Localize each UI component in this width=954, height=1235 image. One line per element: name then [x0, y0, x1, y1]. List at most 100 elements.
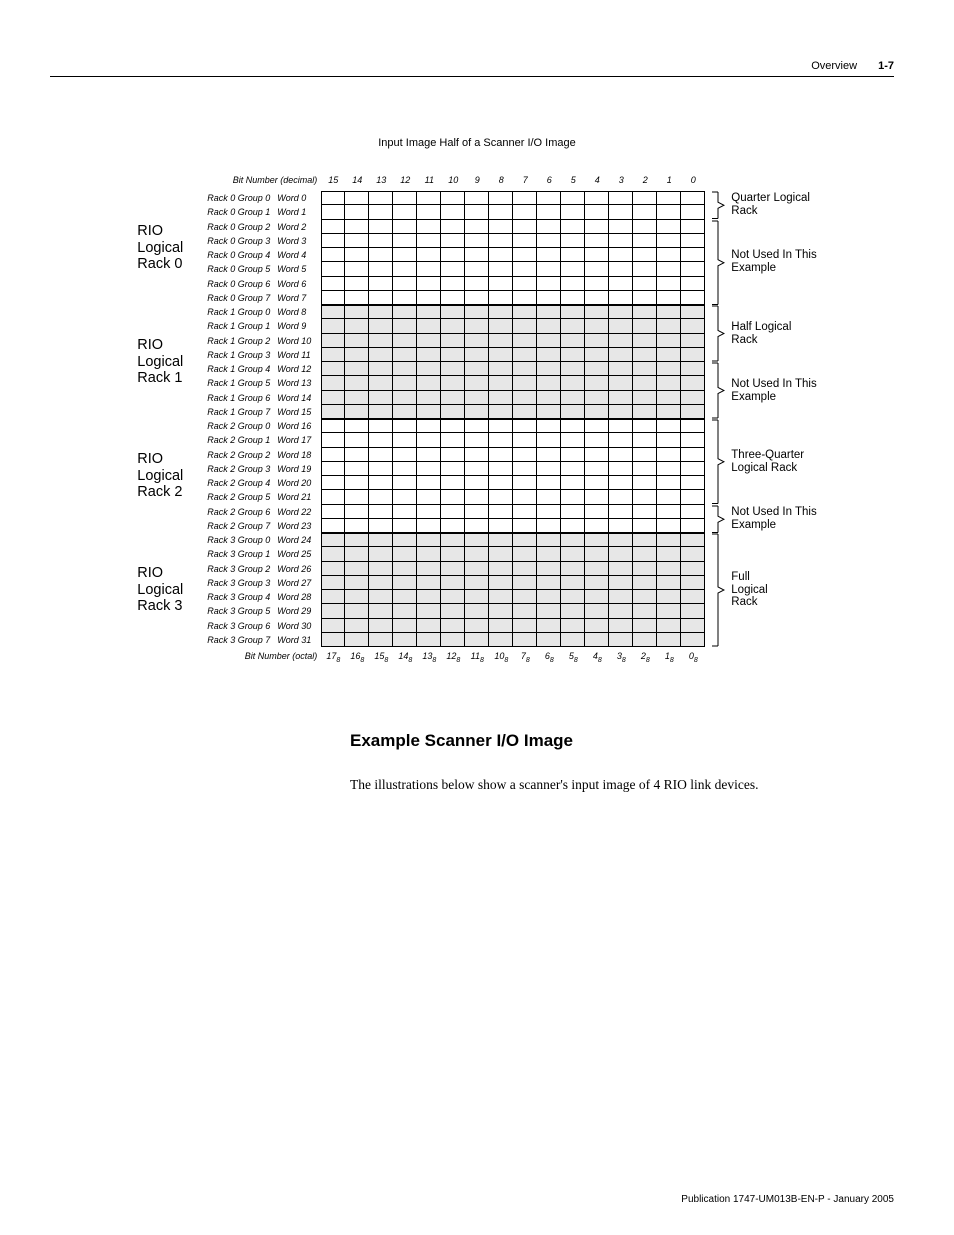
- grid-row: [321, 405, 705, 419]
- grid-cell: [441, 291, 465, 305]
- group-label: Rack 3 Group 5: [203, 606, 277, 616]
- word-label: Word 12: [277, 364, 321, 374]
- annotation-line: Example: [731, 391, 816, 404]
- grid-cell: [321, 376, 345, 390]
- group-label: Rack 3 Group 1: [203, 549, 277, 559]
- grid-cell: [681, 248, 705, 262]
- grid-cell: [441, 433, 465, 447]
- grid-cell: [537, 191, 561, 205]
- word-label: Word 6: [277, 279, 321, 289]
- grid-cell: [657, 633, 681, 647]
- annotation-segment: Not Used In ThisExample: [711, 505, 816, 534]
- grid-cell: [345, 505, 369, 519]
- word-label: Word 21: [277, 492, 321, 502]
- grid-cell: [369, 291, 393, 305]
- grid-cell: [633, 419, 657, 433]
- grid-cell: [513, 234, 537, 248]
- grid-cell: [561, 505, 585, 519]
- word-label: Word 7: [277, 293, 321, 303]
- grid-row: [321, 220, 705, 234]
- group-label: Rack 3 Group 7: [203, 635, 277, 645]
- bit-header-octal: 08: [681, 651, 705, 664]
- grid-cell: [393, 376, 417, 390]
- bit-header-octal: 138: [417, 651, 441, 664]
- word-label: Word 13: [277, 378, 321, 388]
- grid-cell: [441, 590, 465, 604]
- group-word-row: Rack 1 Group 5Word 13: [203, 376, 321, 390]
- grid-cell: [417, 547, 441, 561]
- bit-header-octal: 78: [513, 651, 537, 664]
- rack-label-line: RIO: [137, 337, 195, 354]
- grid-cell: [489, 376, 513, 390]
- grid-cell: [489, 362, 513, 376]
- grid-cell: [369, 448, 393, 462]
- grid-cell: [321, 220, 345, 234]
- grid-row: [321, 248, 705, 262]
- grid-row: [321, 619, 705, 633]
- grid-cell: [321, 505, 345, 519]
- grid-cell: [513, 191, 537, 205]
- word-label: Word 5: [277, 264, 321, 274]
- grid-cell: [441, 562, 465, 576]
- grid-cell: [321, 348, 345, 362]
- grid-cell: [321, 519, 345, 533]
- grid-cell: [657, 262, 681, 276]
- grid-cell: [585, 562, 609, 576]
- grid-cell: [561, 590, 585, 604]
- grid-cell: [393, 633, 417, 647]
- publication-footer: Publication 1747-UM013B-EN-P - January 2…: [681, 1194, 894, 1205]
- grid-cell: [633, 262, 657, 276]
- rack-label-line: Logical: [137, 468, 195, 485]
- grid-cell: [369, 590, 393, 604]
- grid-cell: [489, 505, 513, 519]
- grid-cell: [657, 576, 681, 590]
- group-label: Rack 0 Group 3: [203, 236, 277, 246]
- grid-cell: [489, 248, 513, 262]
- grid-cell: [513, 633, 537, 647]
- grid-cell: [537, 619, 561, 633]
- grid-cell: [513, 519, 537, 533]
- annotation-line: Rack: [731, 205, 810, 218]
- grid-cell: [681, 362, 705, 376]
- grid-cell: [609, 604, 633, 618]
- grid-cell: [681, 305, 705, 319]
- grid-cell: [561, 405, 585, 419]
- grid-cell: [681, 391, 705, 405]
- grid-cell: [633, 533, 657, 547]
- grid-cell: [345, 490, 369, 504]
- grid-row: [321, 547, 705, 561]
- grid-cell: [681, 376, 705, 390]
- grid-cell: [393, 462, 417, 476]
- annotation-segment: Three-QuarterLogical Rack: [711, 419, 816, 505]
- grid-cell: [585, 490, 609, 504]
- grid-cell: [345, 448, 369, 462]
- grid-cell: [321, 191, 345, 205]
- grid-cell: [657, 191, 681, 205]
- grid-cell: [513, 262, 537, 276]
- grid-cell: [585, 619, 609, 633]
- grid-cell: [657, 590, 681, 604]
- grid-cell: [537, 533, 561, 547]
- rack-label-line: Logical: [137, 240, 195, 257]
- group-word-row: Rack 0 Group 5Word 5: [203, 262, 321, 276]
- group-word-row: Rack 0 Group 6Word 6: [203, 277, 321, 291]
- grid-cell: [609, 234, 633, 248]
- grid-cell: [393, 547, 417, 561]
- annotation-text: Quarter LogicalRack: [731, 192, 810, 218]
- word-label: Word 4: [277, 250, 321, 260]
- grid-cell: [657, 433, 681, 447]
- bit-header-decimal: 13: [369, 175, 393, 185]
- grid-row: [321, 205, 705, 219]
- grid-cell: [681, 505, 705, 519]
- grid-cell: [417, 391, 441, 405]
- body-paragraph: The illustrations below show a scanner's…: [350, 775, 890, 795]
- grid-cell: [321, 604, 345, 618]
- grid-cell: [681, 262, 705, 276]
- grid-cell: [513, 334, 537, 348]
- grid-cell: [321, 619, 345, 633]
- grid-cell: [513, 533, 537, 547]
- grid-cell: [657, 376, 681, 390]
- grid-row: [321, 633, 705, 647]
- grid-cell: [657, 533, 681, 547]
- grid-cell: [369, 220, 393, 234]
